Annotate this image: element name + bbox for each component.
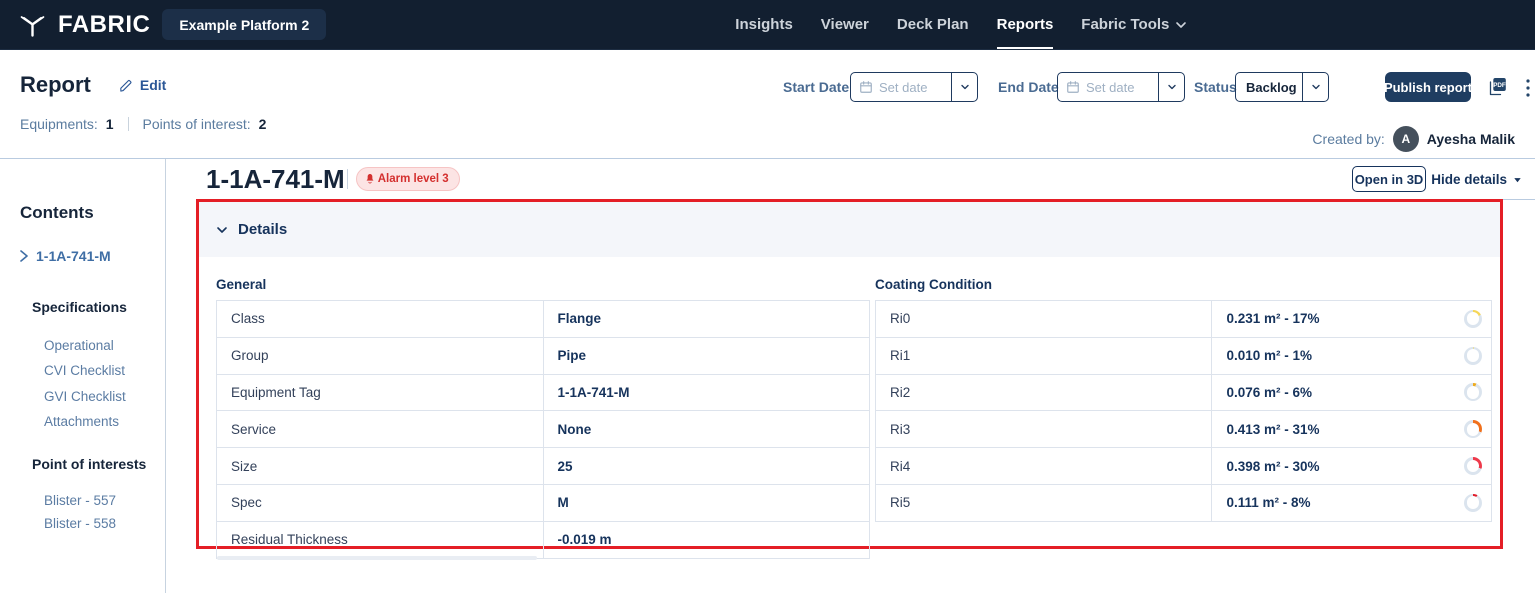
svg-text:PDF: PDF xyxy=(1493,82,1506,89)
